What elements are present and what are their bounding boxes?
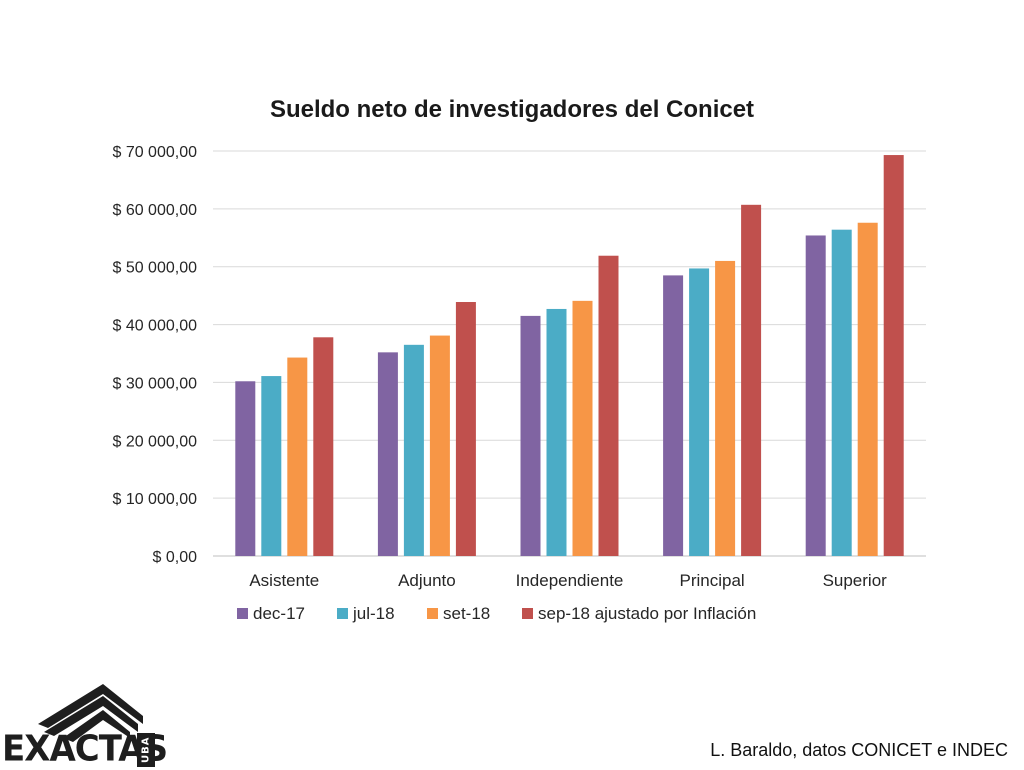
exactas-logo-icon [38, 684, 143, 742]
bar-asistente-1 [261, 376, 282, 556]
bar-adjunto-1 [403, 344, 424, 556]
bar-adjunto-3 [455, 302, 476, 556]
y-tick-label: $ 10 000,00 [112, 491, 197, 508]
x-axis: Asistente Adjunto Independiente Principal Su… [249, 571, 887, 590]
y-tick-label: $ 0,00 [153, 549, 198, 566]
legend-label: sep-18 ajustado por Inflación [538, 604, 756, 623]
y-tick-label: $ 40 000,00 [112, 318, 197, 335]
legend-label: dec-17 [253, 604, 305, 623]
bar-superior-1 [831, 229, 852, 556]
legend-swatch [522, 608, 533, 619]
x-tick-label: Superior [823, 571, 888, 590]
bar-independiente-2 [572, 300, 593, 556]
legend-label: set-18 [443, 604, 490, 623]
y-tick-label: $ 70 000,00 [112, 144, 197, 161]
bar-principal-1 [689, 268, 710, 556]
x-tick-label: Independiente [516, 571, 624, 590]
logo-badge: UBA [137, 733, 155, 767]
chart-title: Sueldo neto de investigadores del Conice… [270, 96, 754, 123]
bar-principal-0 [663, 275, 684, 556]
bar-asistente-0 [235, 381, 256, 556]
y-axis: $ 0,00 $ 10 000,00 $ 20 000,00 $ 30 000,00 $… [112, 144, 197, 566]
bar-independiente-3 [598, 255, 619, 556]
bar-asistente-2 [287, 357, 308, 556]
bar-principal-2 [715, 260, 736, 556]
bar-independiente-0 [520, 315, 541, 556]
y-tick-label: $ 60 000,00 [112, 202, 197, 219]
legend-swatch [337, 608, 348, 619]
y-tick-label: $ 50 000,00 [112, 260, 197, 277]
bar-adjunto-2 [429, 335, 450, 556]
bar-asistente-3 [313, 337, 334, 556]
y-tick-label: $ 30 000,00 [112, 375, 197, 392]
bar-chart: Sueldo neto de investigadores del Conice… [112, 96, 926, 623]
x-tick-label: Asistente [249, 571, 319, 590]
bar-adjunto-0 [377, 352, 398, 556]
legend-swatch [237, 608, 248, 619]
bar-independiente-1 [546, 308, 567, 556]
bars [235, 155, 904, 557]
bar-superior-3 [883, 155, 904, 557]
bar-superior-2 [857, 222, 878, 556]
legend: dec-17 jul-18 set-18 sep-18 ajustado por In… [237, 604, 756, 623]
x-tick-label: Adjunto [398, 571, 456, 590]
source-credit: L. Baraldo, datos CONICET e INDEC [710, 740, 1008, 760]
x-tick-label: Principal [679, 571, 744, 590]
bar-superior-0 [805, 235, 826, 556]
y-tick-label: $ 20 000,00 [112, 433, 197, 450]
legend-swatch [427, 608, 438, 619]
legend-label: jul-18 [352, 604, 395, 623]
bar-principal-3 [741, 204, 762, 557]
